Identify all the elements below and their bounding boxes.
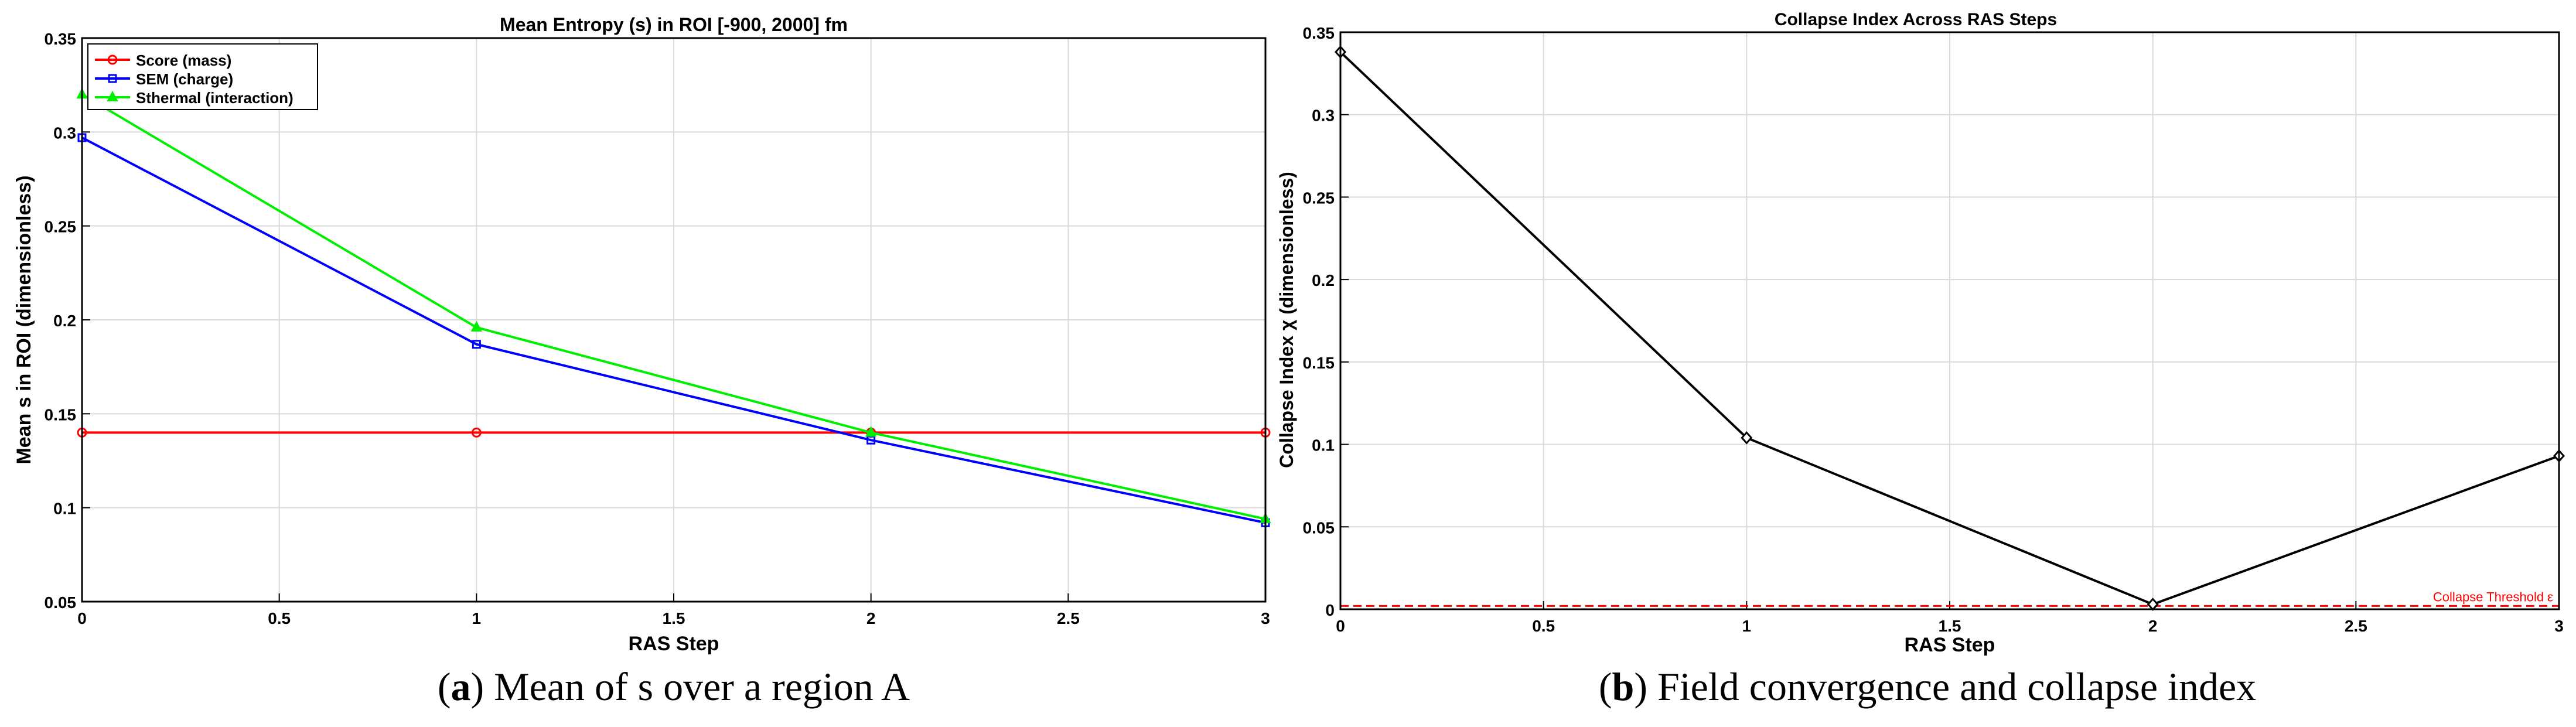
chart-b-xlabel: RAS Step: [1905, 634, 1995, 656]
x-tick-label: 3: [1261, 609, 1270, 627]
x-tick-label: 2.5: [2345, 617, 2367, 635]
chart-a-grid: [81, 37, 1266, 602]
chart-a-xlabel: RAS Step: [629, 633, 719, 655]
legend-label: SEM (charge): [136, 70, 233, 88]
legend-marker: [108, 74, 117, 83]
x-tick-label: 1.5: [663, 609, 685, 627]
threshold-label: Collapse Threshold ε: [2433, 589, 2553, 604]
chart-b-caption: (b) Field convergence and collapse index: [1599, 664, 2256, 709]
y-tick-label: 0.25: [45, 218, 77, 236]
y-tick-label: 0.3: [53, 124, 76, 142]
chart-b-caption-text: ) Field convergence and collapse index: [1634, 664, 2256, 709]
legend-marker: [107, 54, 118, 65]
data-point: [2147, 598, 2159, 611]
y-tick-label: 0.15: [45, 405, 77, 424]
data-point: [470, 320, 482, 332]
y-tick-label: 0.1: [1312, 436, 1335, 455]
x-tick-label: 0: [77, 609, 87, 627]
x-tick-label: 0.5: [1532, 617, 1555, 635]
chart-a-caption-text: ) Mean of s over a region A: [470, 664, 910, 709]
legend-box: [87, 43, 318, 110]
y-tick-label: 0.2: [1312, 271, 1335, 289]
y-tick-label: 0.3: [1312, 107, 1335, 125]
chart-a-caption-label: a: [451, 664, 470, 709]
series-line-2: [81, 93, 1266, 520]
x-tick-label: 1: [1742, 617, 1752, 635]
series-line-1: [81, 136, 1266, 524]
chart-b-caption-label: b: [1612, 664, 1635, 709]
y-tick-label: 0.1: [53, 500, 76, 518]
y-tick-label: 0.25: [1303, 189, 1335, 207]
chart-a: Mean Entropy (s) in ROI [-900, 2000] fm …: [13, 14, 1271, 709]
y-tick-label: 0.35: [45, 30, 77, 48]
chart-b-ylabel: Collapse Index χ (dimensionless): [1276, 172, 1297, 468]
data-point: [865, 426, 877, 437]
y-tick-label: 0.05: [1303, 518, 1335, 537]
chart-b-ticks: 0 0.5 1 1.5 2 2.5 3 0 0.05 0.1 0.15 0.2 0.25 0.3 0.35: [1303, 24, 2564, 635]
chart-a-title: Mean Entropy (s) in ROI [-900, 2000] fm: [500, 14, 848, 35]
x-tick-label: 1.5: [1939, 617, 1961, 635]
y-tick-label: 0: [1325, 601, 1335, 619]
x-tick-label: 0.5: [268, 609, 291, 627]
data-point: [472, 340, 481, 349]
y-tick-label: 0.15: [1303, 354, 1335, 372]
chart-b-plot-frame: [1339, 31, 2560, 610]
data-point: [1741, 431, 1753, 445]
x-tick-label: 3: [2554, 617, 2564, 635]
data-point: [471, 427, 482, 438]
y-tick-label: 0.35: [1303, 24, 1335, 42]
legend-marker: [107, 90, 118, 101]
chart-a-lines: [76, 88, 1271, 527]
legend-label: Score (mass): [136, 52, 231, 69]
chart-b-title: Collapse Index Across RAS Steps: [1775, 10, 2057, 29]
chart-a-ticks: 0 0.5 1 1.5 2 2.5 3 0.05 0.1 0.15 0.2 0.25 0.3 0.35: [45, 30, 1270, 627]
legend-label: Sthermal (interaction): [136, 89, 294, 107]
chart-b-threshold: Collapse Threshold ε: [1340, 589, 2559, 607]
chart-b: Collapse Index Across RAS Steps 0 0.5 1 1.5…: [1276, 10, 2565, 709]
x-tick-label: 2: [866, 609, 876, 627]
x-tick-label: 1: [472, 609, 482, 627]
series-line-0: [1339, 51, 2560, 606]
x-tick-label: 0: [1336, 617, 1345, 635]
chart-a-ylabel: Mean s in ROI (dimensionless): [13, 175, 35, 464]
chart-a-plot-frame: [81, 37, 1267, 603]
x-tick-label: 2: [2148, 617, 2158, 635]
y-tick-label: 0.2: [53, 312, 76, 330]
x-tick-label: 2.5: [1057, 609, 1080, 627]
chart-a-caption: (a) Mean of s over a region A: [438, 664, 910, 709]
chart-b-lines: [1334, 45, 2565, 611]
y-tick-label: 0.05: [45, 593, 77, 612]
chart-a-legend: Score (mass)SEM (charge)Sthermal (intera…: [87, 43, 318, 110]
